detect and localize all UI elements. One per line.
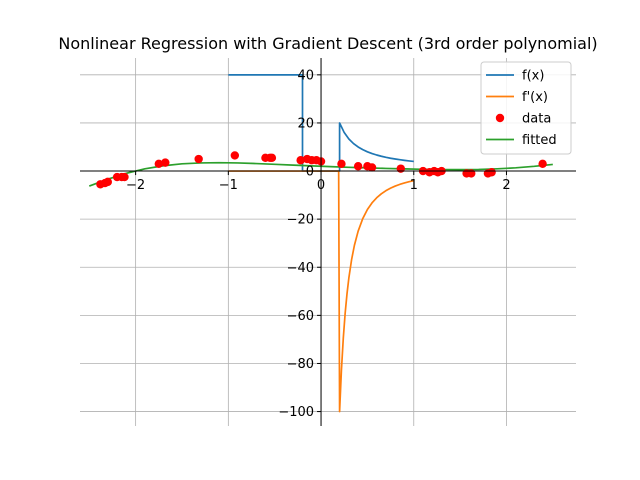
y-tick-label: 40 — [297, 68, 314, 83]
x-tick-label: 1 — [410, 178, 418, 193]
legend-entry-fitted: fitted — [522, 133, 557, 148]
legend: f(x) f'(x) data fitted — [480, 61, 572, 155]
y-tick-label: −100 — [278, 405, 314, 420]
data-point — [230, 151, 240, 160]
x-tick-label: −1 — [219, 178, 238, 193]
legend-entry-data: data — [522, 112, 551, 127]
legend-marker-data — [495, 113, 505, 123]
data-point — [296, 156, 305, 165]
series-fprime-line — [228, 170, 414, 413]
y-tick-label: 20 — [297, 116, 314, 131]
x-tick-label: −2 — [126, 178, 145, 193]
y-tick-label: −20 — [287, 213, 314, 228]
data-point — [467, 169, 476, 178]
data-point — [267, 153, 277, 163]
data-point — [154, 159, 164, 169]
chart-title: Nonlinear Regression with Gradient Desce… — [58, 34, 597, 53]
legend-box — [480, 61, 572, 155]
legend-entry-fprime: f'(x) — [522, 90, 548, 105]
data-point — [161, 158, 170, 167]
data-point — [120, 172, 129, 182]
y-tick-label: −40 — [287, 261, 314, 276]
data-point — [396, 164, 405, 173]
x-tick-label: 0 — [317, 178, 325, 193]
series-layer — [88, 73, 553, 413]
data-point — [487, 168, 496, 177]
data-point — [103, 177, 113, 187]
series-f-line — [228, 73, 414, 172]
axes: −2 −1 0 1 2 −100 −80 −60 −40 −20 0 20 40 — [80, 58, 576, 426]
data-point — [194, 154, 203, 164]
data-point — [353, 162, 363, 171]
data-point — [337, 159, 346, 169]
data-point — [538, 159, 547, 169]
legend-entry-f: f(x) — [522, 69, 544, 84]
data-point — [367, 163, 377, 172]
y-tick-label: −60 — [287, 309, 314, 324]
y-tick-label: 0 — [306, 165, 314, 180]
y-tick-label: −80 — [287, 357, 314, 372]
x-tick-label: 2 — [502, 178, 510, 193]
